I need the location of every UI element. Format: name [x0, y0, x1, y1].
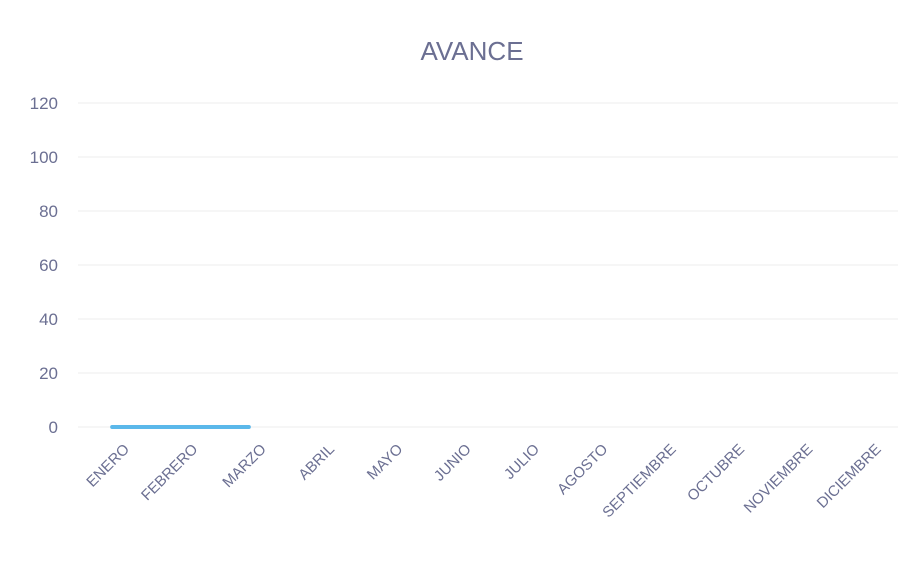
y-tick-label: 0: [49, 418, 58, 437]
x-tick-label: FEBRERO: [138, 441, 201, 504]
x-tick-label: NOVIEMBRE: [741, 441, 817, 517]
x-tick-label: DICIEMBRE: [814, 441, 885, 512]
x-tick-label: OCTUBRE: [684, 441, 748, 505]
data-point: [247, 425, 251, 429]
chart-title: AVANCE: [420, 36, 523, 66]
x-tick-label: JUNIO: [431, 441, 475, 485]
x-tick-label: ABRIL: [295, 441, 338, 484]
y-tick-label: 20: [39, 364, 58, 383]
y-tick-label: 120: [30, 94, 58, 113]
y-axis-ticks: 0 20 40 60 80 100 120: [30, 94, 58, 437]
x-tick-label: MAYO: [364, 441, 406, 483]
y-tick-label: 100: [30, 148, 58, 167]
x-tick-label: ENERO: [83, 441, 133, 491]
y-tick-label: 80: [39, 202, 58, 221]
x-axis-ticks: ENERO FEBRERO MARZO ABRIL MAYO JUNIO JULIO AGOS…: [83, 441, 884, 521]
y-tick-label: 40: [39, 310, 58, 329]
x-tick-label: JULIO: [501, 441, 543, 483]
y-tick-label: 60: [39, 256, 58, 275]
series-layer: [110, 425, 251, 429]
gridlines: [78, 102, 898, 428]
x-tick-label: AGOSTO: [554, 441, 611, 498]
x-tick-label: SEPTIEMBRE: [599, 441, 679, 521]
data-point: [179, 425, 182, 429]
x-tick-label: MARZO: [219, 441, 269, 491]
data-point: [110, 425, 114, 429]
